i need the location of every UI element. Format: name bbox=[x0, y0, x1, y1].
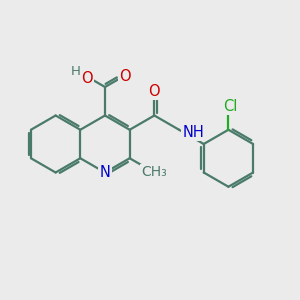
Text: O: O bbox=[119, 69, 131, 84]
Text: H: H bbox=[71, 64, 81, 78]
Text: NH: NH bbox=[183, 125, 204, 140]
Text: O: O bbox=[148, 84, 160, 99]
Text: CH₃: CH₃ bbox=[142, 166, 167, 179]
Text: O: O bbox=[81, 71, 93, 86]
Text: N: N bbox=[100, 165, 110, 180]
Text: Cl: Cl bbox=[224, 99, 238, 114]
